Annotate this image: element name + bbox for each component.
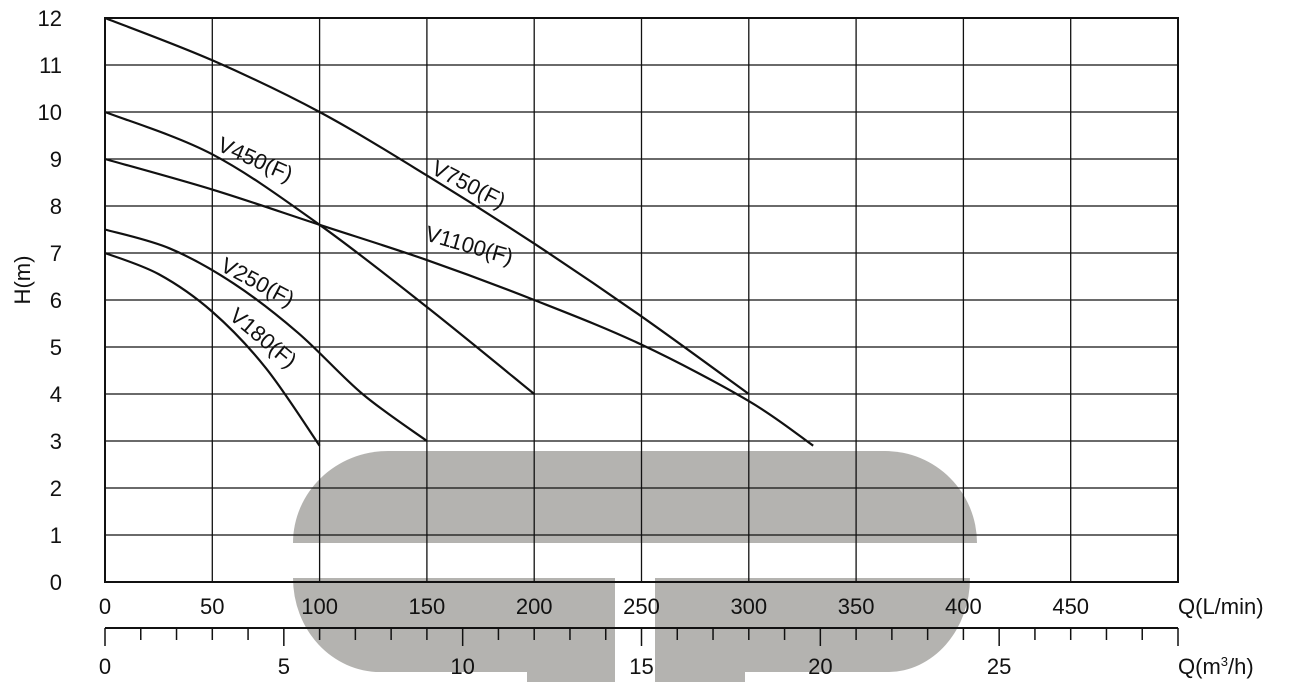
x2-tick-label: 0 bbox=[99, 654, 111, 679]
curve-label-v450f: V450(F) bbox=[214, 132, 297, 187]
x-tick-label: 0 bbox=[99, 594, 111, 619]
x-tick-label: 50 bbox=[200, 594, 224, 619]
y-tick-label: 8 bbox=[50, 194, 62, 219]
curve-labels: V180(F)V250(F)V450(F) V750(F)V1100(F) bbox=[214, 132, 516, 373]
curve-label-v1100f: V1100(F) bbox=[423, 221, 516, 270]
x2-axis-label: Q(m3/h) bbox=[1178, 654, 1254, 679]
grid bbox=[104, 17, 1179, 583]
x-tick-label: 150 bbox=[409, 594, 446, 619]
y-tick-label: 12 bbox=[38, 6, 62, 31]
series-line-v250f bbox=[104, 228, 428, 442]
y-tick-label: 1 bbox=[50, 523, 62, 548]
y-tick-label: 2 bbox=[50, 476, 62, 501]
curve-label-v250f: V250(F) bbox=[217, 252, 299, 311]
plot-frame bbox=[104, 17, 1179, 583]
x-axis-label: Q(L/min) bbox=[1178, 594, 1264, 619]
watermark-band bbox=[293, 451, 977, 543]
y-tick-label: 6 bbox=[50, 288, 62, 313]
series-line-v1100f bbox=[104, 157, 814, 447]
tick-labels: 0 50 100 150 200 250 300 350 400 4500123456789101… bbox=[38, 6, 1090, 619]
x2-tick-label: 20 bbox=[808, 654, 832, 679]
y-tick-label: 7 bbox=[50, 241, 62, 266]
x2-tick-label: 5 bbox=[278, 654, 290, 679]
secondary-x-axis: 0 5 10 15 20 25 bbox=[99, 627, 1179, 679]
x-tick-label: 250 bbox=[623, 594, 660, 619]
y-tick-label: 9 bbox=[50, 147, 62, 172]
y-tick-label: 0 bbox=[50, 570, 62, 595]
series-curves bbox=[104, 16, 814, 447]
series-line-v180f bbox=[104, 251, 321, 447]
y-tick-label: 5 bbox=[50, 335, 62, 360]
y-tick-label: 11 bbox=[39, 53, 62, 78]
x-tick-label: 450 bbox=[1052, 594, 1089, 619]
watermark bbox=[293, 451, 977, 682]
x-tick-label: 350 bbox=[838, 594, 875, 619]
x-tick-label: 400 bbox=[945, 594, 982, 619]
x-tick-label: 200 bbox=[516, 594, 553, 619]
y-tick-label: 10 bbox=[38, 100, 62, 125]
watermark-right-lobe bbox=[655, 578, 970, 682]
y-tick-label: 4 bbox=[50, 382, 62, 407]
x2-tick-label: 15 bbox=[629, 654, 653, 679]
x2-tick-label: 25 bbox=[987, 654, 1011, 679]
watermark-left-lobe bbox=[293, 578, 615, 682]
x2-tick-label: 10 bbox=[450, 654, 474, 679]
x-tick-label: 100 bbox=[301, 594, 338, 619]
x-tick-label: 300 bbox=[730, 594, 767, 619]
y-axis-label: H(m) bbox=[10, 256, 35, 305]
y-tick-label: 3 bbox=[50, 429, 62, 454]
series-line-v750f bbox=[104, 16, 750, 395]
curve-label-v180f: V180(F) bbox=[225, 303, 302, 373]
